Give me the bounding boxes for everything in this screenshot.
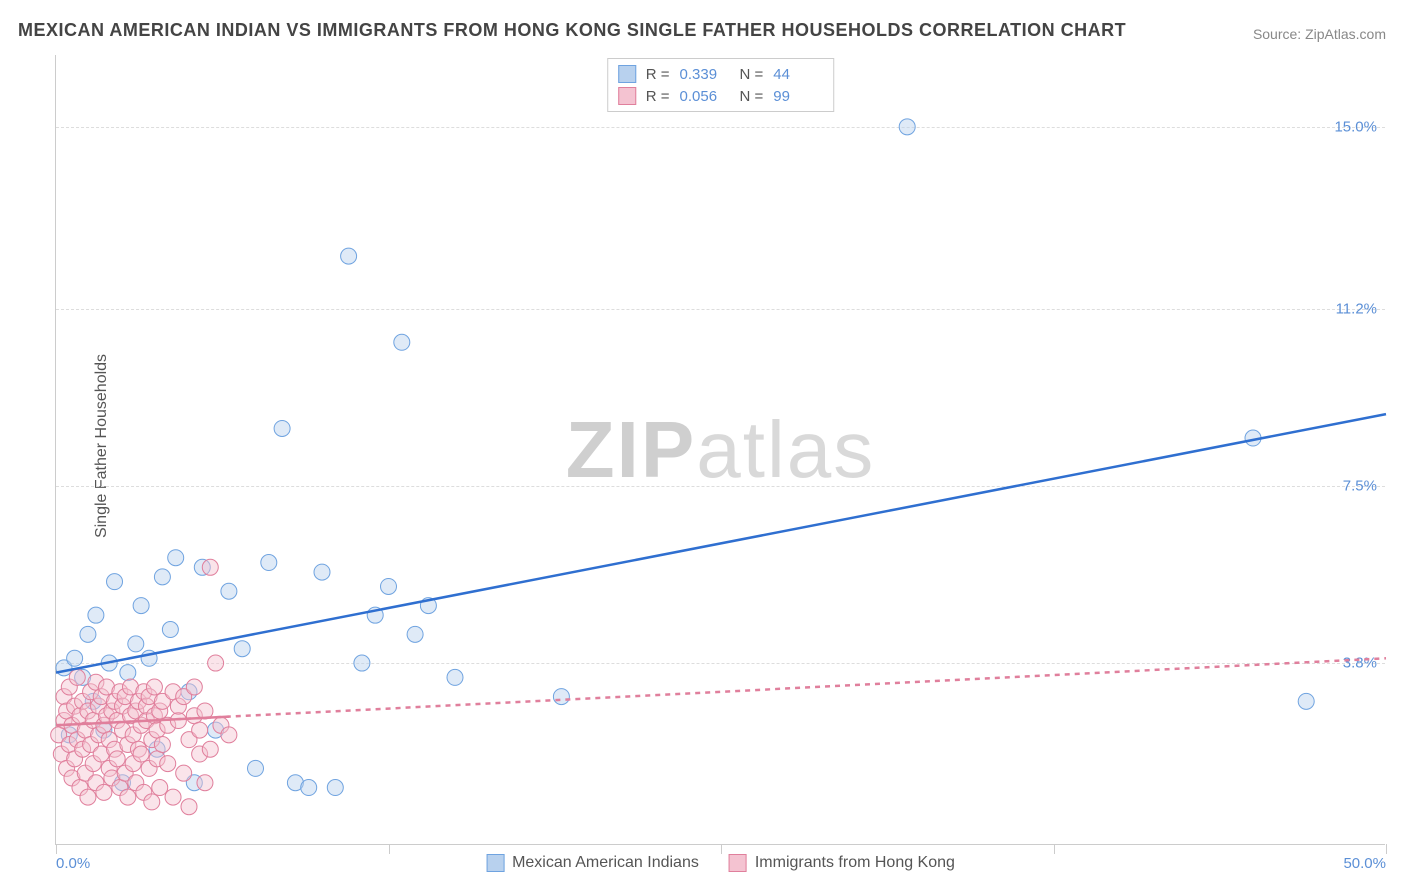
legend-label-1: Mexican American Indians bbox=[512, 854, 699, 872]
scatter-point bbox=[133, 746, 149, 762]
scatter-point bbox=[202, 741, 218, 757]
stat-n-value-2: 99 bbox=[773, 88, 823, 105]
regression-line bbox=[56, 658, 1386, 725]
stat-r-label: R = bbox=[646, 66, 670, 83]
scatter-point bbox=[80, 789, 96, 805]
legend-swatch-bottom-2 bbox=[729, 854, 747, 872]
scatter-point bbox=[133, 598, 149, 614]
scatter-point bbox=[128, 636, 144, 652]
scatter-point bbox=[120, 789, 136, 805]
scatter-point bbox=[69, 669, 85, 685]
stat-r-label: R = bbox=[646, 88, 670, 105]
scatter-point bbox=[553, 689, 569, 705]
scatter-point bbox=[447, 669, 463, 685]
scatter-point bbox=[234, 641, 250, 657]
scatter-point bbox=[144, 794, 160, 810]
scatter-point bbox=[80, 626, 96, 642]
legend-swatch-series1 bbox=[618, 65, 636, 83]
scatter-point bbox=[394, 334, 410, 350]
scatter-point bbox=[154, 736, 170, 752]
scatter-point bbox=[341, 248, 357, 264]
x-tick-label: 0.0% bbox=[56, 855, 90, 872]
scatter-point bbox=[208, 655, 224, 671]
x-tick bbox=[1054, 844, 1055, 854]
legend-item-series2: Immigrants from Hong Kong bbox=[729, 854, 955, 872]
scatter-point bbox=[354, 655, 370, 671]
scatter-point bbox=[1298, 693, 1314, 709]
scatter-point bbox=[186, 679, 202, 695]
scatter-point bbox=[181, 799, 197, 815]
stats-legend: R = 0.339 N = 44 R = 0.056 N = 99 bbox=[607, 58, 835, 112]
scatter-point bbox=[899, 119, 915, 135]
scatter-point bbox=[327, 780, 343, 796]
scatter-point bbox=[109, 751, 125, 767]
stat-n-label: N = bbox=[740, 88, 764, 105]
scatter-point bbox=[261, 555, 277, 571]
stat-r-value-2: 0.056 bbox=[680, 88, 730, 105]
legend-swatch-bottom-1 bbox=[486, 854, 504, 872]
legend-label-2: Immigrants from Hong Kong bbox=[755, 854, 955, 872]
scatter-svg bbox=[56, 55, 1385, 844]
scatter-point bbox=[162, 622, 178, 638]
scatter-point bbox=[152, 780, 168, 796]
x-tick-label: 50.0% bbox=[1343, 855, 1386, 872]
scatter-point bbox=[301, 780, 317, 796]
scatter-point bbox=[154, 569, 170, 585]
scatter-point bbox=[165, 789, 181, 805]
scatter-point bbox=[221, 727, 237, 743]
scatter-point bbox=[176, 765, 192, 781]
scatter-point bbox=[168, 550, 184, 566]
regression-line bbox=[56, 414, 1386, 673]
scatter-point bbox=[407, 626, 423, 642]
scatter-point bbox=[107, 574, 123, 590]
scatter-point bbox=[192, 722, 208, 738]
x-tick bbox=[1386, 844, 1387, 854]
stat-n-label: N = bbox=[740, 66, 764, 83]
scatter-point bbox=[146, 679, 162, 695]
stats-row-series1: R = 0.339 N = 44 bbox=[618, 63, 824, 85]
scatter-point bbox=[160, 756, 176, 772]
chart-source: Source: ZipAtlas.com bbox=[1253, 26, 1386, 42]
stat-r-value-1: 0.339 bbox=[680, 66, 730, 83]
x-tick bbox=[56, 844, 57, 854]
stat-n-value-1: 44 bbox=[773, 66, 823, 83]
scatter-point bbox=[96, 784, 112, 800]
scatter-point bbox=[248, 760, 264, 776]
x-tick bbox=[721, 844, 722, 854]
scatter-point bbox=[67, 650, 83, 666]
scatter-point bbox=[88, 607, 104, 623]
scatter-point bbox=[202, 559, 218, 575]
scatter-point bbox=[274, 420, 290, 436]
scatter-point bbox=[221, 583, 237, 599]
x-tick bbox=[389, 844, 390, 854]
legend-swatch-series2 bbox=[618, 87, 636, 105]
plot-area: ZIPatlas 3.8%7.5%11.2%15.0% R = 0.339 N … bbox=[55, 55, 1385, 845]
chart-title: MEXICAN AMERICAN INDIAN VS IMMIGRANTS FR… bbox=[18, 20, 1126, 41]
stats-row-series2: R = 0.056 N = 99 bbox=[618, 85, 824, 107]
legend-item-series1: Mexican American Indians bbox=[486, 854, 699, 872]
scatter-point bbox=[381, 578, 397, 594]
scatter-point bbox=[197, 775, 213, 791]
series-legend: Mexican American Indians Immigrants from… bbox=[486, 854, 955, 872]
scatter-point bbox=[120, 665, 136, 681]
scatter-point bbox=[314, 564, 330, 580]
